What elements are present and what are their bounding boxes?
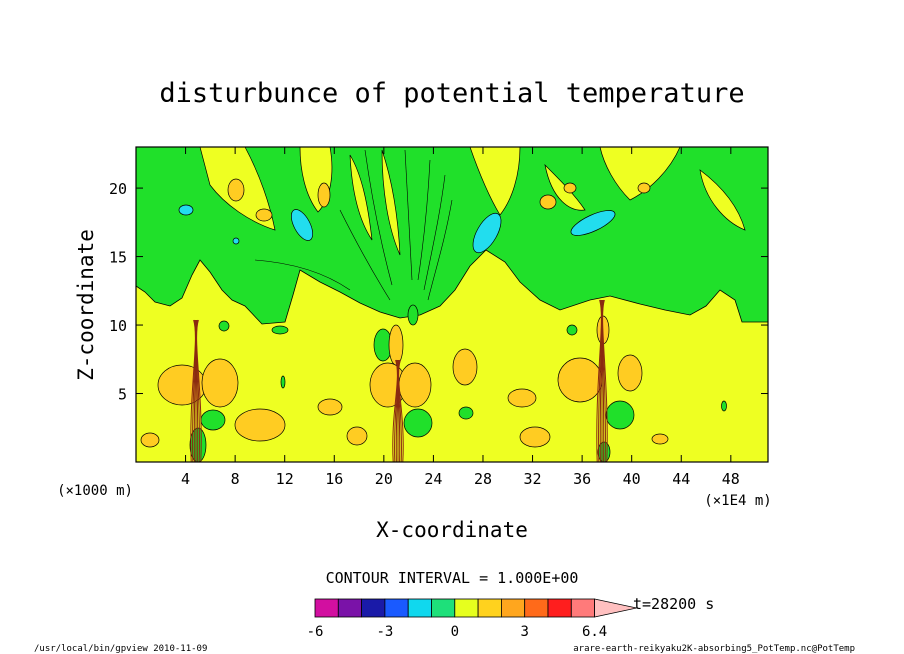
y-tick-label: 10 (109, 317, 127, 335)
contour-streak (417, 159, 431, 281)
contour-streak (364, 149, 393, 286)
green-patch (721, 400, 727, 412)
colorbar-cell (384, 598, 409, 618)
orange-patch (255, 208, 273, 222)
green-patch (403, 408, 433, 438)
contour-field (135, 146, 769, 463)
x-tick-label: 4 (181, 470, 190, 488)
colorbar-label: -3 (376, 624, 393, 640)
y-tick-label: 5 (118, 386, 127, 404)
colorbar-cell (361, 598, 386, 618)
colorbar-cell (454, 598, 479, 618)
footer-left: /usr/local/bin/gpview 2010-11-09 (34, 644, 207, 654)
colorbar-label: 0 (451, 624, 459, 640)
colorbar-cell (547, 598, 572, 618)
colorbar-cell (431, 598, 456, 618)
colorbar-cell (570, 598, 595, 618)
orange-patch (519, 426, 551, 448)
x-tick-label: 20 (375, 470, 393, 488)
orange-patch (563, 182, 577, 194)
yellow-gap (349, 154, 373, 241)
orange-patch (539, 194, 557, 210)
y-tick-label: 20 (109, 180, 127, 198)
orange-patch (140, 432, 160, 448)
convective-column-line (398, 359, 404, 463)
orange-patch (234, 408, 286, 442)
yellow-gap (469, 146, 521, 216)
colorbar (314, 598, 637, 618)
y-tick-label: 15 (109, 249, 127, 267)
green-patch (218, 320, 230, 332)
colorbar-cell (337, 598, 362, 618)
x-tick-label: 12 (276, 470, 294, 488)
colorbar-label: 3 (520, 624, 528, 640)
orange-patch (617, 354, 643, 392)
x-unit-left: (×1000 m) (57, 483, 133, 499)
orange-patch (557, 357, 603, 403)
x-unit-right: (×1E4 m) (704, 493, 771, 509)
x-tick-label: 32 (524, 470, 542, 488)
orange-patch (637, 182, 651, 194)
orange-patch (452, 348, 478, 386)
green-patch (605, 400, 635, 430)
x-tick-label: 48 (722, 470, 740, 488)
x-tick-label: 36 (573, 470, 591, 488)
time-label: t=28200 s (633, 595, 714, 613)
cyan-patch (290, 209, 314, 241)
colorbar-cell (407, 598, 432, 618)
green-patch (200, 409, 226, 431)
orange-patch (651, 433, 669, 445)
contour-streak (404, 149, 413, 281)
colorbar-cell (477, 598, 502, 618)
orange-patch (346, 426, 368, 446)
green-patch (566, 324, 578, 336)
contour-streak (427, 199, 453, 301)
x-tick-label: 24 (424, 470, 442, 488)
cyan-patch (570, 210, 616, 236)
y-axis-ticks: 5 10 15 20 (109, 180, 768, 404)
colorbar-labels: -6 -3 0 3 6.4 (307, 624, 608, 640)
orange-patch (227, 178, 245, 202)
orange-patch (398, 362, 432, 408)
y-axis-label: Z-coordinate (74, 229, 98, 381)
colorbar-cell (314, 598, 339, 618)
green-patch (271, 325, 289, 335)
contour-streak (423, 174, 446, 291)
plot-frame (135, 146, 769, 463)
green-patch (458, 406, 474, 420)
yellow-gap (599, 146, 681, 201)
orange-patch (507, 388, 537, 408)
orange-patch (201, 358, 239, 408)
colorbar-cell (500, 598, 526, 618)
x-tick-label: 40 (623, 470, 641, 488)
colorbar-label: 6.4 (582, 624, 607, 640)
footer-right: arare-earth-reikyaku2K-absorbing5_PotTem… (573, 644, 855, 654)
x-axis-label: X-coordinate (376, 518, 528, 542)
green-patch (407, 304, 419, 326)
yellow-gap (699, 169, 746, 231)
contour-streak (339, 209, 391, 301)
cyan-patch (178, 204, 194, 216)
cyan-patch (472, 212, 502, 254)
colorbar-cell (524, 598, 549, 618)
x-tick-label: 44 (672, 470, 690, 488)
cyan-patch (232, 237, 240, 245)
contour-streak (254, 259, 351, 291)
orange-patch (317, 182, 331, 208)
colorbar-label: -6 (307, 624, 324, 640)
x-axis-ticks: 4 8 12 16 20 24 28 32 36 40 44 48 (181, 147, 740, 488)
convective-column-line (196, 319, 202, 463)
convective-column-line (602, 299, 608, 463)
x-tick-label: 16 (325, 470, 343, 488)
contour-interval-text: CONTOUR INTERVAL = 1.000E+00 (326, 569, 579, 587)
colorbar-arrow (594, 598, 637, 618)
orange-patch (388, 324, 404, 366)
x-tick-label: 28 (474, 470, 492, 488)
green-patch (280, 375, 286, 389)
orange-patch (317, 398, 343, 416)
chart-title: disturbunce of potential temperature (159, 78, 744, 109)
x-tick-label: 8 (231, 470, 240, 488)
yellow-gap (381, 149, 401, 256)
